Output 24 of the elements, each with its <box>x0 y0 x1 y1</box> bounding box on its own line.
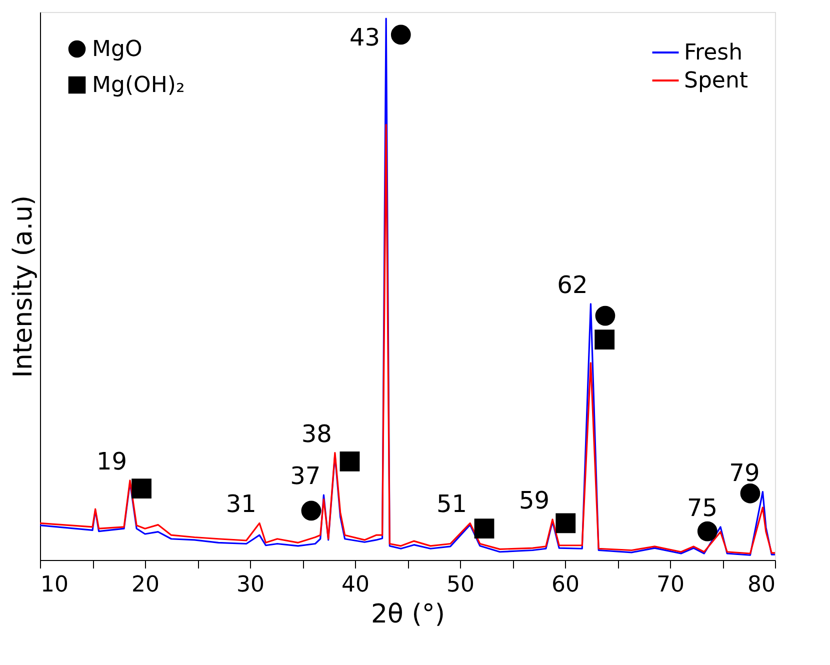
x-tick-label: 10 <box>40 572 68 598</box>
annotation: 62 <box>557 270 588 299</box>
annotation: 37 <box>290 462 321 490</box>
annotation: 51 <box>436 490 468 518</box>
annotation: 19 <box>96 447 127 476</box>
annotation: 79 <box>729 458 760 487</box>
annotation: 75 <box>686 494 718 522</box>
x-tick-label: 60 <box>552 572 580 598</box>
x-tick-label: 30 <box>236 572 264 598</box>
legend-label: Mg(OH)₂ <box>92 73 185 98</box>
y-axis-title: Intensity (a.u) <box>8 195 38 378</box>
annotation: 43 <box>350 24 380 52</box>
legend-label: MgO <box>92 37 142 62</box>
x-tick-label: 70 <box>656 572 684 598</box>
legend-label: Spent <box>684 68 748 94</box>
annotation: 59 <box>518 486 550 514</box>
x-tick-label: 50 <box>446 572 474 598</box>
annotation: 31 <box>226 490 256 518</box>
x-tick-label: 80 <box>748 572 776 598</box>
annotation: 38 <box>301 420 332 448</box>
x-axis-title: 2θ (°) <box>370 600 446 630</box>
x-tick-label: 20 <box>132 572 160 598</box>
legend-label: Fresh <box>684 40 743 66</box>
x-tick-label: 40 <box>342 572 370 598</box>
